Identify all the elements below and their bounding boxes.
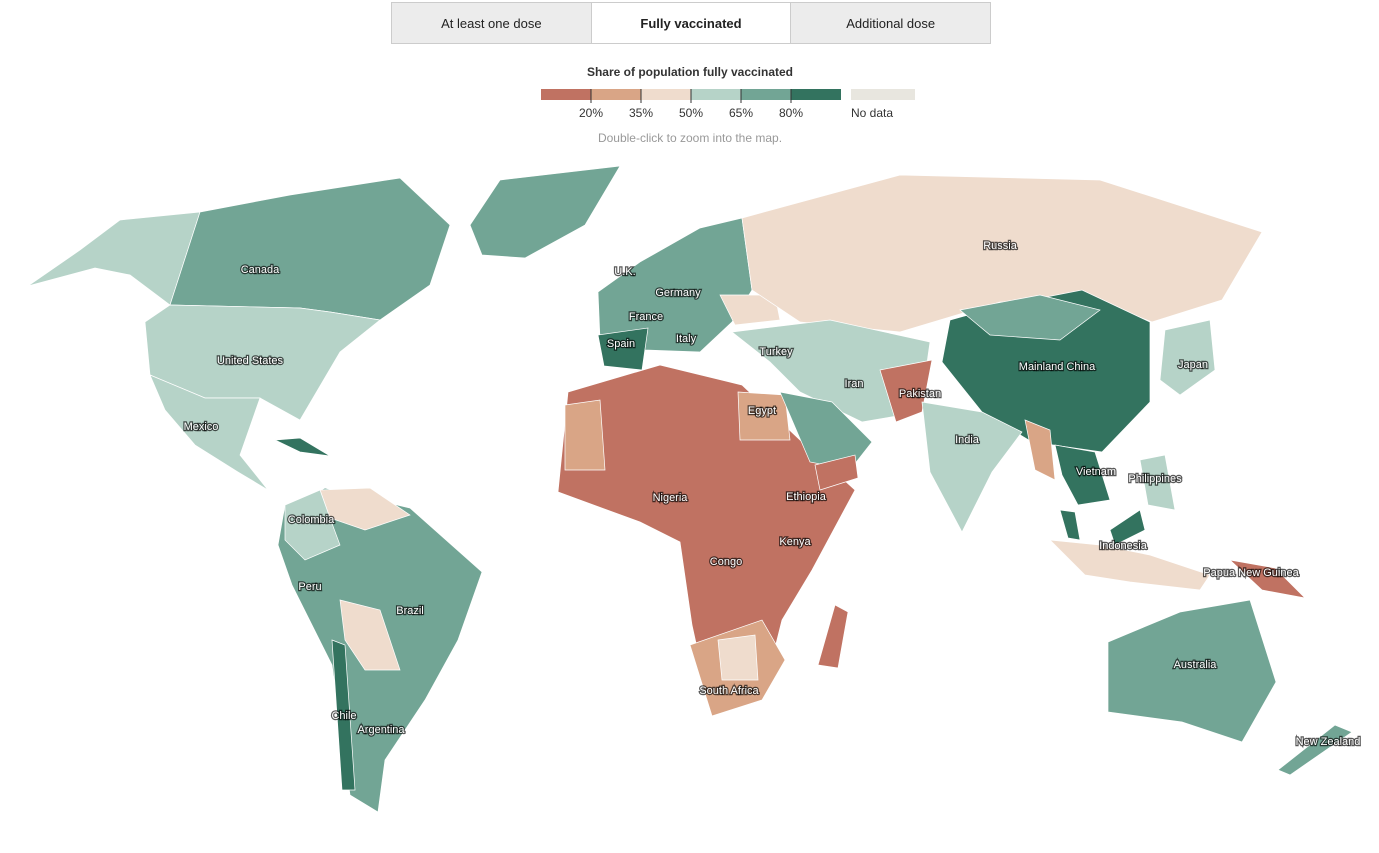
country-label: Vietnam <box>1076 466 1116 478</box>
region <box>273 437 331 457</box>
legend: Share of population fully vaccinated 20%… <box>541 65 915 145</box>
legend-title: Share of population fully vaccinated <box>587 65 793 79</box>
country-label: Papua New Guinea <box>1203 567 1299 579</box>
legend-swatch <box>791 89 841 100</box>
country-labels: Canada United States Mexico Colombia Per… <box>182 239 1361 749</box>
region <box>469 165 621 259</box>
country-label: Italy <box>676 333 697 345</box>
region <box>921 401 1023 533</box>
country-label: Mainland China <box>1019 361 1096 373</box>
country-label: U.K. <box>614 266 635 278</box>
legend-swatch <box>691 89 741 100</box>
region <box>1109 509 1146 546</box>
region <box>1159 319 1216 396</box>
country-label: Japan <box>1178 359 1208 371</box>
region <box>1054 444 1111 506</box>
tab[interactable]: Fully vaccinated <box>590 3 792 43</box>
country-label: Pakistan <box>899 388 941 400</box>
country-label: Colombia <box>288 514 335 526</box>
country-label: Iran <box>845 378 864 390</box>
region <box>741 174 1263 333</box>
countries <box>27 165 1353 813</box>
region <box>941 289 1151 453</box>
country-label: Kenya <box>779 536 811 548</box>
region <box>717 634 759 681</box>
legend-no-data: No data <box>851 106 893 120</box>
legend-tick-label: 65% <box>729 106 753 120</box>
legend-swatch <box>741 89 791 100</box>
country-label: Spain <box>607 338 635 350</box>
region <box>144 304 381 421</box>
region <box>719 294 781 326</box>
country-label: Argentina <box>357 724 405 736</box>
region <box>277 487 483 813</box>
region <box>1277 724 1353 776</box>
tab-bar: At least one dose Fully vaccinated Addit… <box>391 2 991 44</box>
region <box>814 454 859 491</box>
country-label: United States <box>217 355 284 367</box>
country-label: Russia <box>983 240 1018 252</box>
region <box>149 374 269 491</box>
legend-swatch <box>591 89 641 100</box>
country-label: Mexico <box>184 421 219 433</box>
country-label: France <box>629 311 663 323</box>
region <box>169 177 451 321</box>
legend-swatch <box>641 89 691 100</box>
region <box>1228 559 1307 599</box>
tab[interactable]: Additional dose <box>791 3 991 43</box>
country-label: Germany <box>655 287 701 299</box>
legend-swatch <box>541 89 591 100</box>
country-label: Nigeria <box>653 492 689 504</box>
country-label: Egypt <box>748 405 776 417</box>
region <box>1059 509 1081 541</box>
region <box>779 391 873 471</box>
legend-swatch <box>851 89 915 100</box>
region <box>959 294 1101 341</box>
country-label: Canada <box>241 264 280 276</box>
region <box>879 359 933 423</box>
region <box>27 211 201 306</box>
country-label: Congo <box>710 556 742 568</box>
country-label: Indonesia <box>1099 540 1148 552</box>
country-label: India <box>955 434 980 446</box>
tab[interactable]: At least one dose <box>392 3 591 43</box>
region <box>689 619 786 717</box>
country-label: Turkey <box>759 346 793 358</box>
country-label: Brazil <box>396 605 424 617</box>
country-label: Chile <box>331 710 356 722</box>
legend-tick-label: 20% <box>579 106 603 120</box>
region <box>331 639 356 791</box>
country-label: Ethiopia <box>786 491 827 503</box>
region <box>1049 539 1211 591</box>
region <box>1024 419 1056 481</box>
country-label: New Zealand <box>1296 736 1361 748</box>
country-label: Australia <box>1174 659 1218 671</box>
region <box>1107 599 1277 743</box>
region <box>731 319 931 423</box>
region <box>817 604 849 669</box>
country-label: Peru <box>298 581 321 593</box>
region <box>564 399 606 471</box>
region <box>319 487 411 531</box>
region <box>597 327 649 371</box>
region <box>557 364 856 717</box>
region <box>737 391 791 441</box>
legend-tick-label: 80% <box>779 106 803 120</box>
country-label: Philippines <box>1128 473 1182 485</box>
map-hint: Double-click to zoom into the map. <box>598 131 782 145</box>
region <box>597 217 753 353</box>
region <box>339 599 401 671</box>
legend-tick-label: 50% <box>679 106 703 120</box>
country-label: South Africa <box>699 685 759 697</box>
region <box>1139 454 1176 511</box>
legend-tick-label: 35% <box>629 106 653 120</box>
region <box>284 489 341 561</box>
